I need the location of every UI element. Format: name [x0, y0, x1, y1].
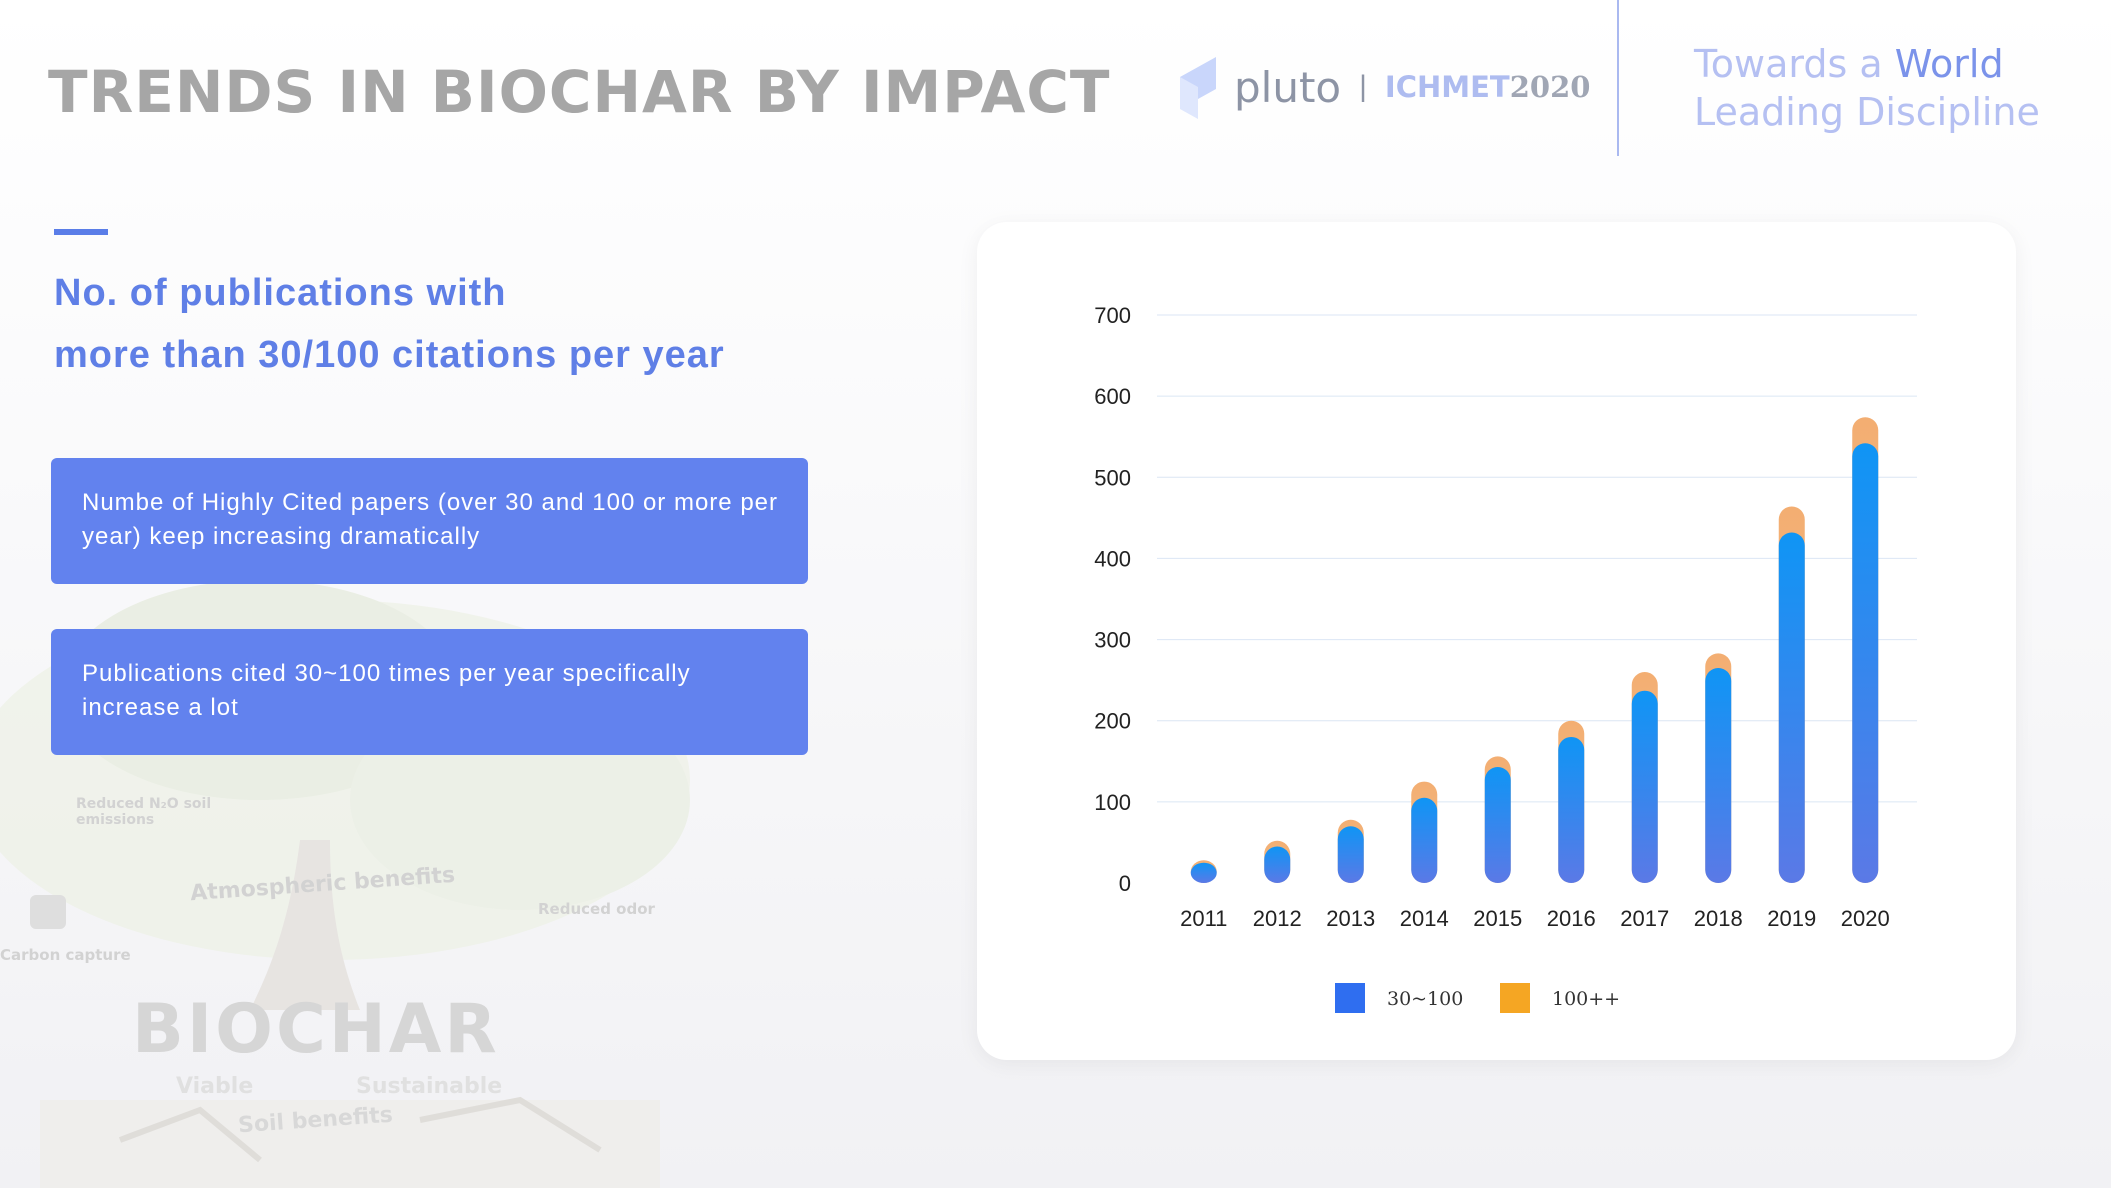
bar-30-100: [1411, 797, 1438, 883]
bg-label-viable: Viable: [176, 1074, 254, 1099]
bg-label-biochar: BIOCHAR: [132, 990, 500, 1069]
pluto-logo-icon: [1180, 57, 1216, 119]
bg-label-reduced-odor: Reduced odor: [538, 900, 655, 918]
callout-30-100-increase: Publications cited 30~100 times per year…: [51, 629, 808, 755]
x-tick-label: 2018: [1694, 906, 1743, 931]
legend-swatch: [1500, 983, 1530, 1013]
bar-30-100: [1631, 690, 1658, 883]
bar-30-100: [1558, 736, 1585, 883]
event-name: ICHMET: [1384, 70, 1510, 104]
section-heading-line2: more than 30/100 citations per year: [54, 334, 725, 376]
x-tick-label: 2020: [1841, 906, 1890, 931]
tagline-part1: Towards a: [1694, 42, 1895, 86]
x-tick-label: 2016: [1547, 906, 1596, 931]
bar-30-100: [1337, 826, 1364, 883]
x-tick-label: 2014: [1400, 906, 1449, 931]
y-tick-label: 300: [1094, 628, 1131, 653]
x-tick-label: 2013: [1326, 906, 1375, 931]
y-tick-label: 500: [1094, 465, 1131, 490]
y-tick-label: 100: [1094, 790, 1131, 815]
bar-30-100: [1264, 846, 1291, 883]
x-tick-label: 2015: [1473, 906, 1522, 931]
bg-label-reduced-n2o: Reduced N₂O soil emissions: [76, 796, 212, 828]
chart-card: 0 100 200 300 400 500 600 700 2011 2012 2013 2014 20…: [977, 222, 2016, 1060]
brand-separator: |: [1359, 70, 1367, 103]
tagline: Towards a World Leading Discipline: [1694, 40, 2040, 136]
x-tick-label: 2012: [1253, 906, 1302, 931]
x-tick-label: 2017: [1620, 906, 1669, 931]
event-year: 2020: [1509, 70, 1591, 104]
bar-30-100: [1484, 766, 1511, 883]
y-tick-label: 600: [1094, 384, 1131, 409]
bar-30-100: [1778, 532, 1805, 883]
accent-bar: [54, 229, 108, 235]
bg-label-carbon-capture: Carbon capture: [0, 946, 131, 964]
brand-name: pluto: [1234, 62, 1342, 112]
bar-30-100: [1852, 443, 1879, 883]
brand-lockup: pluto | ICHMET 2020: [1176, 52, 1590, 122]
tagline-line2: Leading Discipline: [1694, 90, 2040, 134]
legend-swatch: [1335, 983, 1365, 1013]
y-tick-label: 200: [1094, 709, 1131, 734]
bar-30-100: [1190, 862, 1217, 883]
bg-label-sustainable: Sustainable: [356, 1074, 503, 1099]
section-heading-line1: No. of publications with: [54, 272, 507, 314]
legend-label: 30~100: [1387, 988, 1463, 1010]
y-tick-label: 0: [1119, 871, 1131, 896]
section-heading: No. of publications with more than 30/10…: [54, 262, 725, 386]
x-tick-label: 2011: [1180, 906, 1227, 931]
tagline-highlight: World: [1894, 42, 2004, 86]
legend-label: 100++: [1552, 988, 1620, 1010]
y-tick-label: 400: [1094, 546, 1131, 571]
slide-title: TRENDS IN BIOCHAR BY IMPACT: [48, 58, 1111, 126]
bar-30-100: [1705, 667, 1732, 883]
x-tick-label: 2019: [1767, 906, 1816, 931]
header-divider: [1617, 0, 1619, 156]
callout-highly-cited: Numbe of Highly Cited papers (over 30 an…: [51, 458, 808, 584]
publications-bar-chart: 0 100 200 300 400 500 600 700 2011 2012 2013 2014 20…: [1094, 303, 1917, 1013]
y-tick-label: 700: [1094, 303, 1131, 328]
